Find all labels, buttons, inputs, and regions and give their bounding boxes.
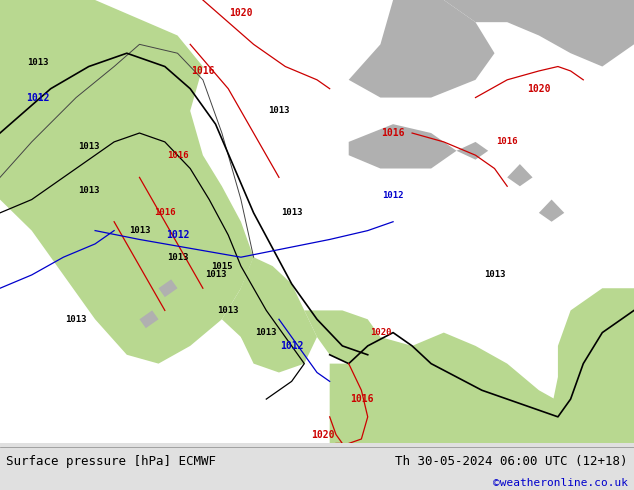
Polygon shape bbox=[292, 311, 380, 364]
Text: ©weatheronline.co.uk: ©weatheronline.co.uk bbox=[493, 478, 628, 488]
Polygon shape bbox=[539, 288, 634, 443]
Polygon shape bbox=[222, 257, 292, 364]
Text: 1013: 1013 bbox=[268, 106, 290, 115]
Polygon shape bbox=[158, 279, 178, 297]
Polygon shape bbox=[539, 199, 564, 221]
Text: 1012: 1012 bbox=[280, 341, 304, 351]
Text: 1020: 1020 bbox=[527, 84, 551, 94]
Text: 1013: 1013 bbox=[484, 270, 505, 279]
Text: 1013: 1013 bbox=[256, 328, 277, 337]
Text: 1013: 1013 bbox=[205, 270, 226, 279]
Text: 1013: 1013 bbox=[78, 186, 100, 195]
Text: Th 30-05-2024 06:00 UTC (12+18): Th 30-05-2024 06:00 UTC (12+18) bbox=[395, 455, 628, 467]
Polygon shape bbox=[380, 333, 634, 443]
Polygon shape bbox=[0, 0, 254, 364]
Text: 1020: 1020 bbox=[229, 8, 253, 18]
Text: Surface pressure [hPa] ECMWF: Surface pressure [hPa] ECMWF bbox=[6, 455, 216, 467]
Polygon shape bbox=[444, 0, 634, 67]
Text: 1013: 1013 bbox=[167, 253, 188, 262]
Text: 1013: 1013 bbox=[27, 58, 49, 67]
Polygon shape bbox=[349, 0, 495, 98]
Text: 1020: 1020 bbox=[370, 328, 391, 337]
Text: 1012: 1012 bbox=[382, 191, 404, 199]
Text: 1013: 1013 bbox=[217, 306, 239, 315]
Text: 1016: 1016 bbox=[167, 151, 188, 160]
Polygon shape bbox=[241, 257, 317, 372]
Text: 1016: 1016 bbox=[191, 66, 215, 76]
Text: 1016: 1016 bbox=[154, 208, 176, 218]
Text: 1016: 1016 bbox=[496, 137, 518, 147]
Text: 1020: 1020 bbox=[311, 430, 335, 440]
Text: 1013: 1013 bbox=[65, 315, 87, 324]
Text: 1016: 1016 bbox=[349, 394, 373, 404]
Text: 1016: 1016 bbox=[381, 128, 405, 138]
Text: 1012: 1012 bbox=[165, 230, 190, 240]
Polygon shape bbox=[330, 337, 539, 443]
Polygon shape bbox=[456, 142, 488, 160]
Text: 1013: 1013 bbox=[129, 226, 150, 235]
Text: 1013: 1013 bbox=[78, 142, 100, 151]
Polygon shape bbox=[0, 9, 44, 199]
Text: 1013: 1013 bbox=[281, 208, 302, 218]
Text: 1012: 1012 bbox=[26, 93, 50, 102]
Polygon shape bbox=[349, 124, 456, 169]
Text: 1015: 1015 bbox=[211, 262, 233, 270]
Polygon shape bbox=[507, 164, 533, 186]
Polygon shape bbox=[139, 311, 158, 328]
